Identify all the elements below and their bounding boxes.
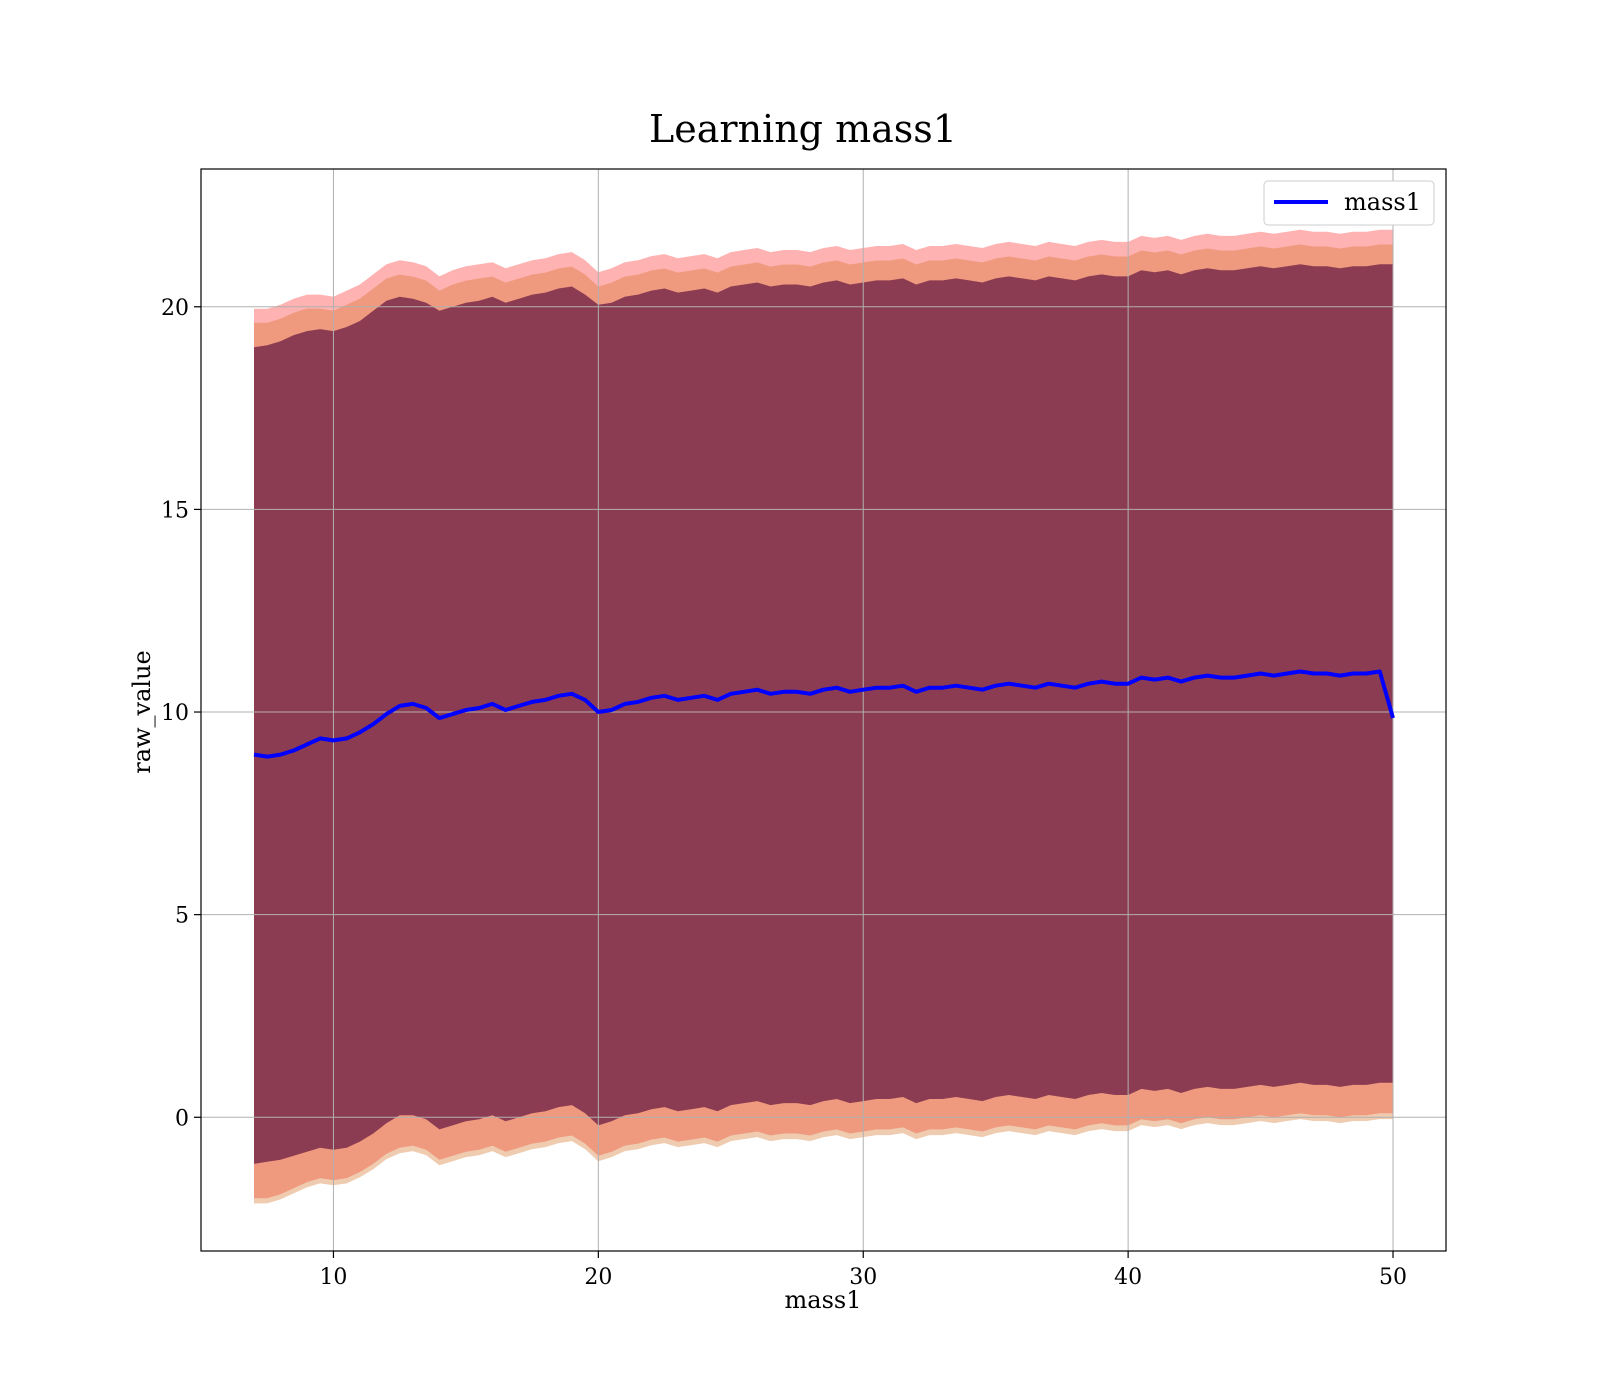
legend-box [1263,180,1435,226]
x-tick-label: 50 [1379,1265,1407,1290]
uncertainty-bands [254,229,1393,1204]
y-tick-label: 10 [161,701,189,726]
plot-frame [200,168,1447,1252]
x-tick-label: 30 [849,1265,877,1290]
series-line-mass1 [253,669,1395,759]
y-tick-label: 20 [161,296,189,321]
y-axis-ticks: 0 5 10 15 20 [161,296,201,1131]
legend: mass1 [1263,180,1435,226]
legend-label-mass1: mass1 [1344,188,1421,216]
y-axis-label: raw_value [128,650,156,774]
y-tick-label: 15 [161,498,189,523]
grid [201,169,1446,1251]
x-tick-label: 40 [1114,1265,1142,1290]
chart-title: Learning mass1 [649,107,957,151]
x-tick-label: 20 [584,1265,612,1290]
x-axis-ticks: 10 20 30 40 50 [319,1251,1407,1290]
y-tick-label: 0 [175,1106,189,1131]
y-tick-label: 5 [175,904,189,929]
series-lines [253,669,1395,759]
plot-area [201,169,1446,1251]
x-tick-label: 10 [319,1265,347,1290]
band-inner [254,264,1393,1164]
x-axis-label: mass1 [785,1286,862,1314]
